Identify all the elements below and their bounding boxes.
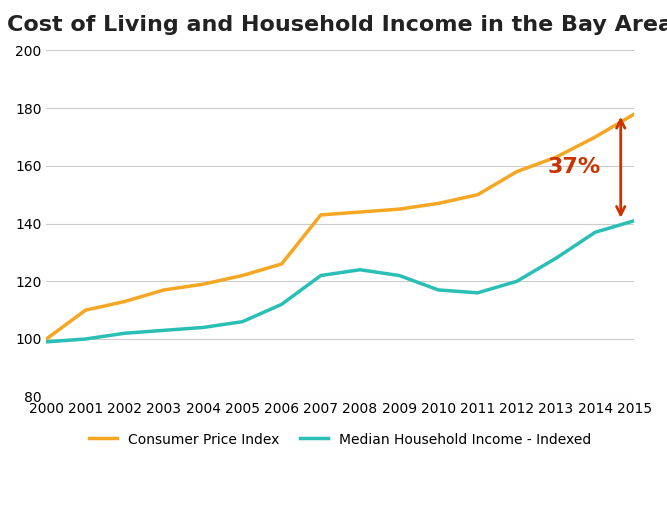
Legend: Consumer Price Index, Median Household Income - Indexed: Consumer Price Index, Median Household I…: [84, 427, 597, 452]
Text: 37%: 37%: [548, 157, 601, 177]
Title: Cost of Living and Household Income in the Bay Area: Cost of Living and Household Income in t…: [7, 15, 667, 35]
